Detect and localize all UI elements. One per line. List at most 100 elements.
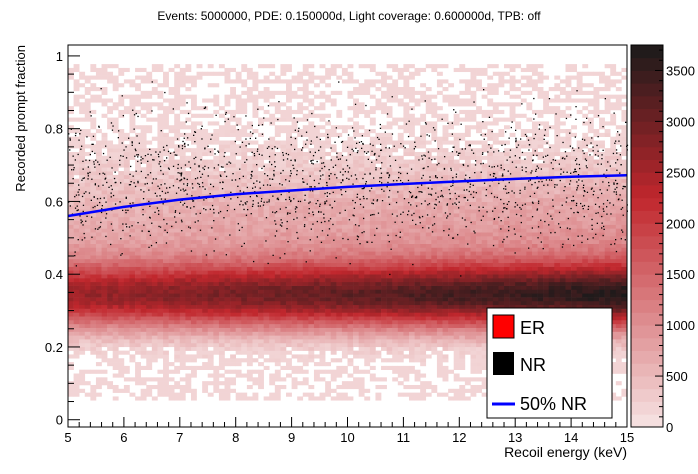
heatmap-cell — [101, 331, 108, 336]
heatmap-cell — [168, 125, 175, 130]
heatmap-cell — [414, 159, 421, 164]
heatmap-cell — [84, 113, 91, 118]
heatmap-cell — [252, 186, 259, 191]
heatmap-cell — [84, 346, 91, 351]
heatmap-cell — [157, 312, 164, 317]
heatmap-cell — [297, 201, 304, 206]
heatmap-cell — [408, 255, 415, 260]
heatmap-cell — [73, 182, 80, 187]
heatmap-cell — [369, 346, 376, 351]
heatmap-cell — [392, 205, 399, 210]
heatmap-cell — [364, 197, 371, 202]
heatmap-cell — [213, 129, 220, 134]
heatmap-cell — [157, 316, 164, 321]
heatmap-cell — [90, 243, 97, 248]
heatmap-cell — [123, 323, 130, 328]
heatmap-cell — [246, 239, 253, 244]
heatmap-cell — [235, 239, 242, 244]
heatmap-cell — [302, 83, 309, 88]
heatmap-cell — [129, 251, 136, 256]
heatmap-cell — [196, 167, 203, 172]
heatmap-cell — [135, 304, 141, 309]
heatmap-cell — [207, 308, 214, 313]
heatmap-cell — [269, 346, 276, 351]
heatmap-cell — [123, 144, 130, 149]
heatmap-cell — [258, 90, 264, 95]
heatmap-cell — [230, 262, 236, 267]
heatmap-cell — [442, 197, 449, 202]
heatmap-cell — [442, 297, 449, 302]
heatmap-cell — [95, 251, 102, 256]
heatmap-cell — [218, 297, 225, 302]
heatmap-cell — [313, 178, 320, 183]
heatmap-cell — [330, 320, 337, 325]
heatmap-cell — [112, 213, 119, 218]
heatmap-cell — [453, 247, 460, 252]
heatmap-cell — [179, 71, 186, 76]
heatmap-cell — [386, 87, 393, 92]
heatmap-cell — [241, 90, 248, 95]
heatmap-cell — [347, 258, 354, 264]
heatmap-cell — [258, 224, 264, 229]
heatmap-cell — [179, 396, 186, 401]
heatmap-cell — [79, 297, 86, 302]
heatmap-cell — [358, 392, 365, 397]
heatmap-cell — [101, 350, 108, 355]
heatmap-cell — [319, 377, 326, 382]
heatmap-cell — [302, 90, 309, 95]
heatmap-cell — [386, 285, 393, 290]
heatmap-cell — [218, 140, 225, 145]
heatmap-cell — [341, 182, 348, 187]
heatmap-cell — [207, 71, 214, 76]
heatmap-cell — [414, 251, 421, 256]
heatmap-cell — [135, 258, 141, 264]
heatmap-cell — [174, 274, 181, 279]
heatmap-cell — [252, 369, 259, 374]
heatmap-cell — [392, 304, 399, 309]
heatmap-cell — [436, 358, 443, 363]
heatmap-cell — [425, 255, 432, 260]
heatmap-cell — [269, 247, 276, 252]
heatmap-cell — [408, 190, 415, 195]
heatmap-cell — [224, 384, 231, 390]
heatmap-cell — [403, 255, 410, 260]
heatmap-cell — [185, 320, 192, 325]
heatmap-cell — [112, 186, 119, 191]
heatmap-cell — [297, 323, 304, 328]
heatmap-cell — [308, 300, 315, 306]
heatmap-cell — [79, 243, 86, 248]
heatmap-cell — [213, 243, 220, 248]
heatmap-cell — [140, 239, 147, 244]
heatmap-cell — [123, 365, 130, 370]
heatmap-cell — [336, 392, 343, 397]
heatmap-cell — [84, 109, 91, 115]
heatmap-cell — [364, 335, 371, 340]
heatmap-cell — [325, 213, 332, 218]
heatmap-cell — [163, 209, 169, 214]
heatmap-cell — [453, 213, 460, 218]
heatmap-cell — [218, 255, 225, 260]
heatmap-cell — [308, 90, 315, 95]
heatmap-cell — [319, 346, 326, 351]
heatmap-cell — [420, 255, 427, 260]
heatmap-cell — [112, 247, 119, 252]
heatmap-cell — [68, 75, 74, 80]
heatmap-cell — [190, 346, 197, 351]
heatmap-cell — [364, 270, 371, 275]
heatmap-cell — [107, 109, 114, 115]
heatmap-cell — [112, 190, 119, 195]
heatmap-cell — [213, 335, 220, 340]
heatmap-cell — [308, 155, 315, 160]
heatmap-cell — [101, 186, 108, 191]
heatmap-cell — [224, 278, 231, 283]
heatmap-cell — [84, 243, 91, 248]
heatmap-cell — [453, 312, 460, 317]
heatmap-cell — [341, 316, 348, 321]
heatmap-cell — [174, 224, 181, 229]
heatmap-cell — [392, 346, 399, 351]
heatmap-cell — [207, 323, 214, 328]
heatmap-cell — [90, 239, 97, 244]
heatmap-cell — [386, 163, 393, 168]
heatmap-cell — [369, 289, 376, 294]
heatmap-cell — [90, 396, 97, 401]
